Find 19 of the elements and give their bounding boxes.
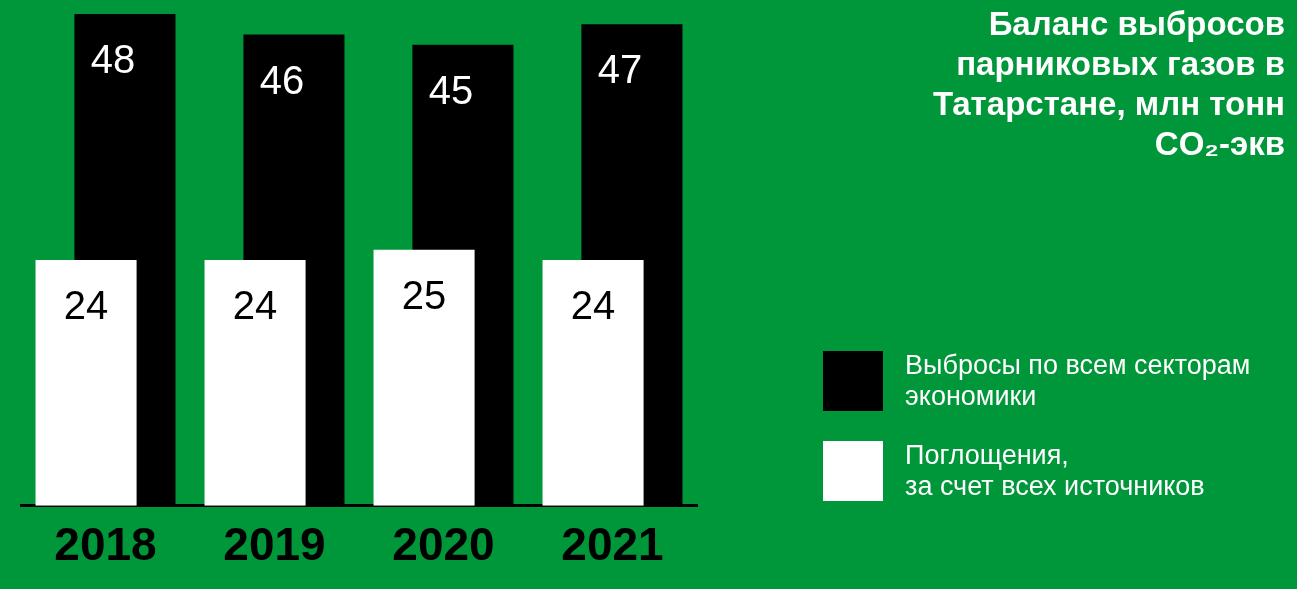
data-label: 25 (401, 272, 447, 317)
data-label: 48 (90, 37, 136, 82)
x-tick-label: 2020 (392, 518, 495, 571)
bar (373, 249, 475, 506)
x-tick-label: 2018 (54, 518, 157, 571)
x-tick-label: 2021 (561, 518, 664, 571)
data-label: 47 (597, 47, 643, 92)
data-label: 24 (570, 282, 616, 327)
legend-label: Выбросы по всем секторам экономики (905, 350, 1252, 412)
data-label: 45 (428, 67, 474, 112)
bar (542, 259, 644, 506)
text: Баланс выбросов парниковых газов в Татарстане, млн тонн CO₂-экв (931, 4, 1285, 164)
bar (35, 259, 137, 506)
legend-label: Поглощения, за счет всех источников (905, 440, 1205, 502)
data-label: 46 (259, 57, 305, 102)
x-tick-label: 2019 (223, 518, 326, 571)
data-label: 24 (63, 282, 109, 327)
data-label: 24 (232, 282, 278, 327)
bar (204, 259, 306, 506)
